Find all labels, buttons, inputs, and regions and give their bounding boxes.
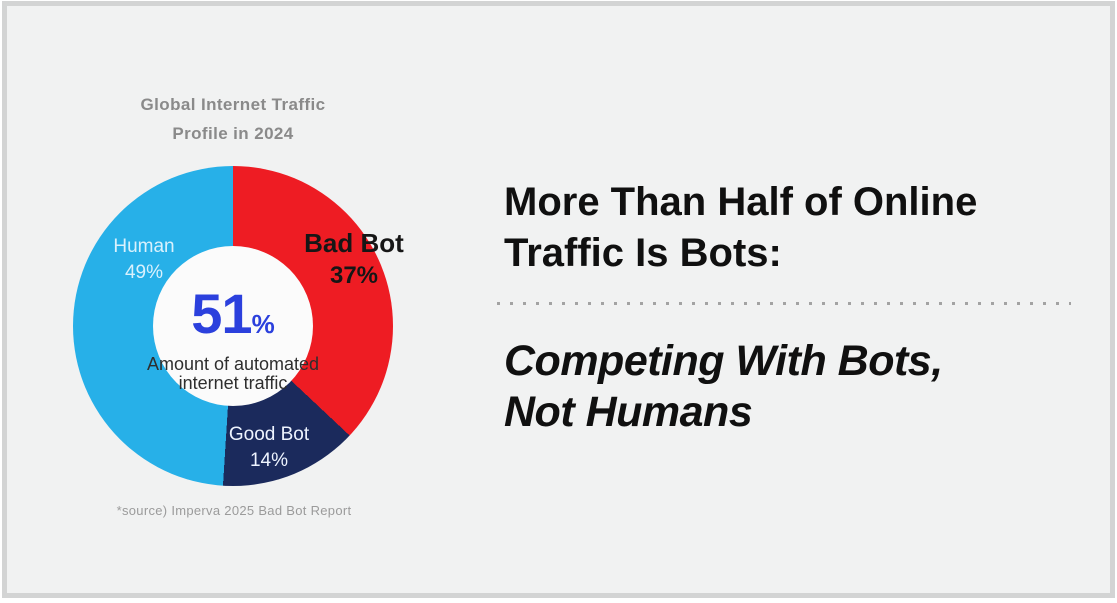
- bad-bot-value: 37%: [329, 262, 379, 289]
- center-value: 51: [191, 282, 252, 345]
- donut-center-text: 51% Amount of automated internet traffic: [73, 286, 393, 393]
- center-caption: Amount of automated internet traffic: [73, 355, 393, 393]
- subheadline-line2: Not Humans: [504, 388, 753, 436]
- headline-line1: More Than Half of Online: [504, 180, 978, 224]
- center-percent-sign: %: [251, 309, 275, 339]
- center-percentage: 51%: [73, 286, 393, 352]
- good-bot-label: Good Bot: [228, 424, 310, 445]
- subheadline-line1: Competing With Bots,: [504, 337, 943, 385]
- chart-title-line1: Global Internet Traffic: [140, 95, 326, 114]
- center-caption-line1: Amount of automated: [146, 354, 320, 374]
- headline: More Than Half of Online Traffic Is Bots…: [504, 177, 1084, 279]
- human-value: 49%: [124, 262, 164, 283]
- subheadline: Competing With Bots, Not Humans: [504, 336, 1084, 438]
- chart-title-line2: Profile in 2024: [172, 124, 294, 143]
- slide-stage: Global Internet Traffic Profile in 2024 …: [7, 6, 1110, 593]
- good-bot-value: 14%: [249, 450, 289, 471]
- chart-title: Global Internet Traffic Profile in 2024: [72, 90, 394, 148]
- donut-chart: Bad Bot 37% Human 49% Good Bot 14% 51% A…: [73, 166, 404, 486]
- bad-bot-label: Bad Bot: [304, 228, 404, 258]
- segment-label-good-bot: Good Bot 14%: [209, 422, 329, 474]
- human-label: Human: [113, 236, 175, 257]
- headline-line2: Traffic Is Bots:: [504, 231, 782, 275]
- source-note: *source) Imperva 2025 Bad Bot Report: [116, 503, 352, 518]
- center-caption-line2: internet traffic: [178, 373, 288, 393]
- donut-hole: [153, 246, 313, 406]
- segment-label-bad-bot: Bad Bot 37%: [284, 228, 424, 291]
- dotted-divider: [497, 302, 1071, 305]
- segment-label-human: Human 49%: [84, 234, 204, 286]
